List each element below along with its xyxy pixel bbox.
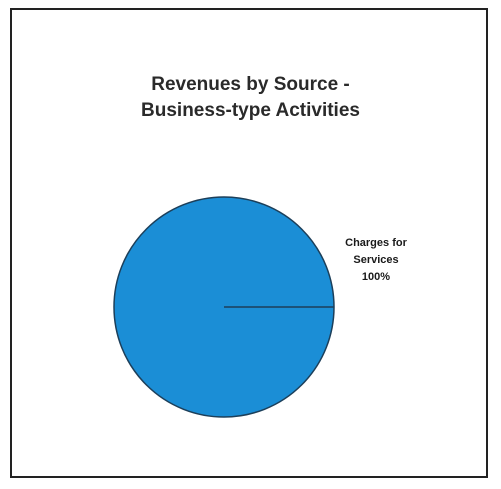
pie-slices xyxy=(113,196,335,418)
slice-label-charges-for-services: Charges for Services 100% xyxy=(345,237,407,283)
slice-label-line-2: Services xyxy=(353,254,398,266)
chart-title: Revenues by Source - Business-type Activ… xyxy=(0,72,501,124)
slice-label-line-1: Charges for xyxy=(345,237,407,249)
chart-title-line-2: Business-type Activities xyxy=(141,100,360,121)
chart-title-line-1: Revenues by Source - xyxy=(151,74,350,95)
slice-percent-label: 100% xyxy=(362,271,390,283)
